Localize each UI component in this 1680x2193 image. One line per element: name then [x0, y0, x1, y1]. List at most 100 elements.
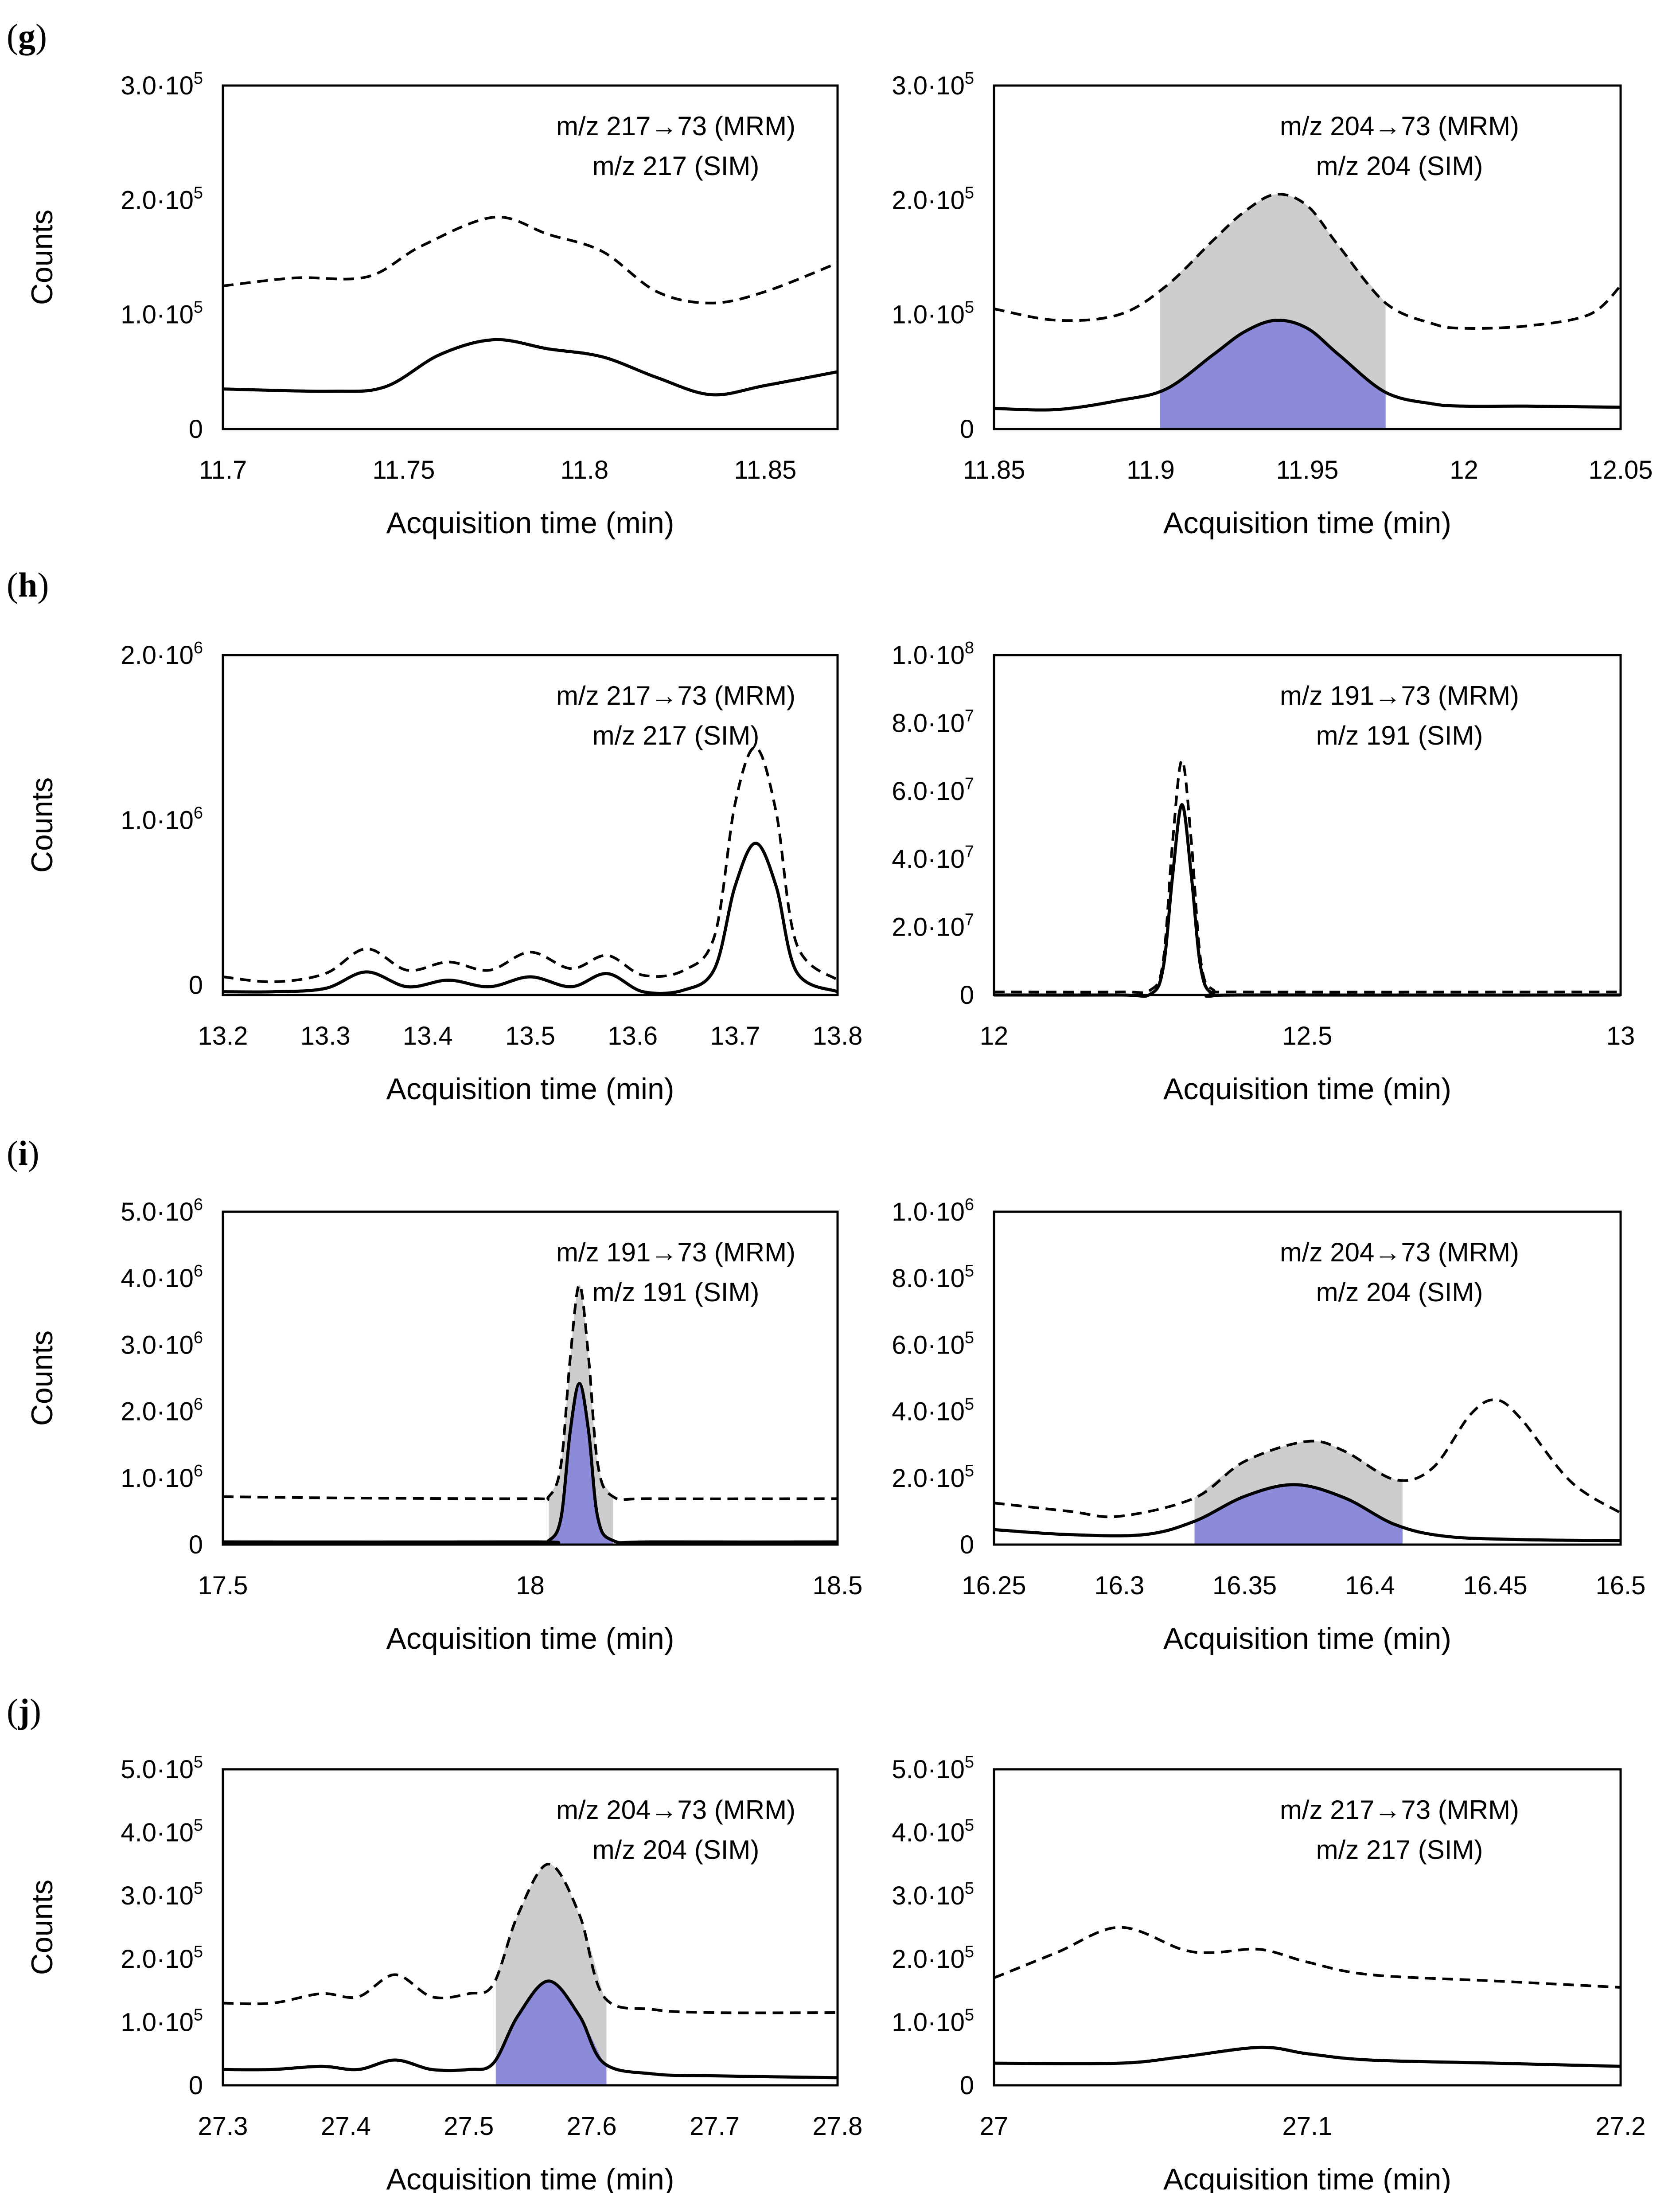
- y-tick-label: 0: [960, 415, 974, 444]
- x-tick-label: 11.75: [373, 456, 435, 484]
- y-tick-label: 0: [189, 971, 203, 1000]
- x-tick-label: 27.7: [690, 2112, 740, 2141]
- chart-panel: (j) 27.3 27.4 27.5 27.6 27.7 27.8 0 1.0·105 2.0·1…: [7, 1692, 862, 2193]
- plot-frame: [993, 654, 1622, 996]
- y-axis-title: Counts: [25, 1880, 59, 1975]
- x-tick-label: 11.85: [734, 456, 796, 484]
- x-tick-label: 13.3: [300, 1022, 351, 1050]
- x-tick-label: 27.5: [444, 2112, 494, 2141]
- mrm-integration-area: [1194, 1484, 1403, 1545]
- chart-panel: (g) 11.7 11.75 11.8 11.85 0 1.0·105 2.0·105 3.0·…: [7, 17, 839, 540]
- mrm-integration-area: [549, 1383, 613, 1545]
- y-tick-label: 2.0·105: [892, 183, 974, 215]
- mrm-series-line: [222, 842, 838, 995]
- y-tick-label: 8.0·107: [892, 706, 974, 738]
- legend-mrm-label: m/z 204→73 (MRM): [1280, 1237, 1519, 1267]
- legend-sim-label: m/z 217 (SIM): [592, 151, 760, 181]
- y-tick-label: 5.0·105: [121, 1753, 203, 1784]
- x-axis-title: Acquisition time (min): [386, 1622, 674, 1655]
- mrm-series-line: [222, 338, 838, 397]
- chart-panel: 27 27.1 27.2 0 1.0·105 2.0·105 3.0·105 4.0·105 5…: [892, 1753, 1645, 2193]
- plot-frame: [222, 1768, 839, 2087]
- mrm-series-line: [222, 1382, 838, 1545]
- x-tick-label: 18: [516, 1571, 545, 1600]
- sim-series-line: [222, 746, 838, 983]
- legend-sim-label: m/z 217 (SIM): [1316, 1835, 1483, 1865]
- legend-sim-label: m/z 191 (SIM): [1316, 721, 1483, 750]
- y-tick-label: 4.0·105: [892, 1395, 974, 1426]
- x-tick-label: 27.1: [1282, 2112, 1333, 2141]
- y-axis-title: Counts: [25, 210, 59, 305]
- sim-series-line: [994, 1398, 1622, 1518]
- y-axis-title: Counts: [25, 777, 59, 873]
- plot-area: [994, 759, 1621, 998]
- y-tick-label: 1.0·106: [121, 1462, 203, 1493]
- plot-frame: [993, 1768, 1622, 2087]
- mrm-series-line: [994, 1483, 1621, 1542]
- plot-area: [222, 746, 838, 995]
- chart-panel: (h) 13.2 13.3 13.4 13.5 13.6 13.7 13.8 0 1.0·106 2…: [7, 566, 862, 1106]
- y-tick-label: 3.0·106: [121, 1328, 203, 1359]
- x-tick-label: 17.5: [198, 1571, 248, 1600]
- x-tick-label: 12.5: [1282, 1022, 1333, 1050]
- sim-series-line: [222, 1862, 838, 2014]
- x-tick-label: 16.5: [1596, 1571, 1646, 1600]
- y-tick-label: 2.0·105: [121, 183, 203, 215]
- x-tick-label: 27.8: [813, 2112, 863, 2141]
- legend-sim-label: m/z 204 (SIM): [1316, 1277, 1483, 1307]
- x-axis-title: Acquisition time (min): [1163, 2162, 1451, 2193]
- x-tick-label: 13: [1606, 1022, 1635, 1050]
- plot-frame: [993, 84, 1622, 430]
- x-tick-label: 13.6: [608, 1022, 658, 1050]
- y-tick-label: 2.0·107: [892, 911, 974, 942]
- mrm-series-line: [994, 803, 1621, 998]
- legend-sim-label: m/z 204 (SIM): [592, 1835, 760, 1865]
- y-tick-label: 0: [960, 1530, 974, 1559]
- x-tick-label: 11.8: [561, 456, 609, 484]
- x-axis-title: Acquisition time (min): [386, 506, 674, 540]
- legend-mrm-label: m/z 204→73 (MRM): [1280, 111, 1519, 141]
- y-tick-label: 3.0·105: [121, 1879, 203, 1910]
- mrm-series-line: [222, 1979, 838, 2080]
- legend-mrm-label: m/z 204→73 (MRM): [556, 1795, 795, 1825]
- x-tick-label: 27.3: [198, 2112, 248, 2141]
- sim-series-line: [222, 215, 838, 304]
- x-tick-label: 13.8: [813, 1022, 863, 1050]
- y-tick-label: 0: [189, 1530, 203, 1559]
- y-tick-label: 0: [189, 2071, 203, 2100]
- y-tick-label: 3.0·105: [892, 1879, 974, 1910]
- y-tick-label: 4.0·105: [121, 1816, 203, 1847]
- panel-label: (g): [7, 17, 47, 55]
- x-axis-title: Acquisition time (min): [386, 1072, 674, 1106]
- x-tick-label: 16.35: [1212, 1571, 1277, 1600]
- x-tick-label: 27.6: [567, 2112, 617, 2141]
- y-tick-label: 3.0·105: [121, 69, 203, 100]
- x-tick-label: 13.5: [505, 1022, 555, 1050]
- plot-area: [994, 193, 1622, 429]
- y-tick-label: 2.0·105: [892, 1943, 974, 1974]
- x-tick-label: 16.3: [1094, 1571, 1144, 1600]
- x-tick-label: 12.05: [1588, 456, 1653, 484]
- y-tick-label: 6.0·105: [892, 1328, 974, 1359]
- x-axis-title: Acquisition time (min): [386, 2162, 674, 2193]
- x-axis-title: Acquisition time (min): [1163, 506, 1451, 540]
- mrm-integration-area: [495, 1981, 607, 2085]
- chart-panel: 12 12.5 13 0 2.0·107 4.0·107 6.0·107 8.0·107 1.0…: [892, 639, 1635, 1106]
- plot-area: [222, 1284, 838, 1545]
- y-tick-label: 1.0·105: [121, 2006, 203, 2037]
- plot-area: [222, 215, 838, 397]
- y-tick-label: 5.0·106: [121, 1195, 203, 1226]
- x-tick-label: 18.5: [813, 1571, 863, 1600]
- x-tick-label: 12: [1450, 456, 1478, 484]
- y-axis-title: Counts: [25, 1331, 59, 1426]
- x-tick-label: 27.4: [321, 2112, 371, 2141]
- chart-panel: 16.25 16.3 16.35 16.4 16.45 16.5 0 2.0·105 4.0·1…: [892, 1195, 1645, 1655]
- legend-sim-label: m/z 191 (SIM): [592, 1277, 760, 1307]
- panel-label: (i): [7, 1134, 39, 1172]
- x-tick-label: 13.4: [403, 1022, 453, 1050]
- plot-area: [994, 1398, 1622, 1545]
- legend-mrm-label: m/z 191→73 (MRM): [556, 1237, 795, 1267]
- y-tick-label: 4.0·105: [892, 1816, 974, 1847]
- legend-mrm-label: m/z 217→73 (MRM): [1280, 1795, 1519, 1825]
